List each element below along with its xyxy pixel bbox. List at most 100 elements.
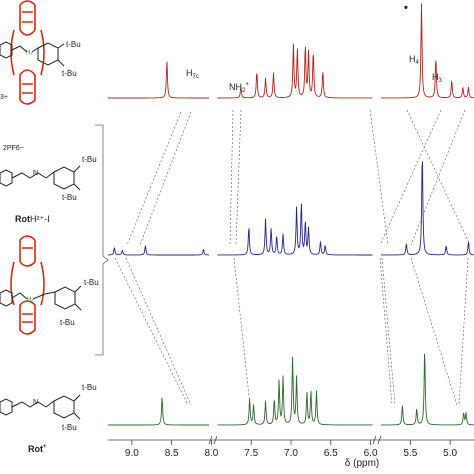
spectrum-trace-3 <box>108 353 474 426</box>
macrocycle-top <box>19 235 36 267</box>
x-tick-label: 6.0 <box>364 448 378 459</box>
annotation-nh2-main: NH <box>229 82 242 92</box>
annotation-nh2: NH2+ <box>229 82 249 94</box>
benzene-ring-left <box>0 41 13 59</box>
structure-panel-3: H₂ t-Bu t-Bu <box>0 235 99 335</box>
spectrum-trace-2 <box>108 161 474 256</box>
chain <box>11 45 28 53</box>
tbu-label: t-Bu <box>84 278 99 287</box>
axle-top <box>0 41 65 67</box>
compound-name-rot: Rot+ <box>28 444 47 454</box>
annotation-nh2-sup: + <box>245 82 249 88</box>
x-tick-label: 9.0 <box>125 448 139 459</box>
annotation-dot: • <box>404 2 408 14</box>
macrocycle-linker <box>10 261 45 306</box>
benzene-ring-left <box>0 169 13 187</box>
annotation-h3-sub: 3 <box>439 78 443 84</box>
spectrum-trace-1 <box>108 3 474 99</box>
annotation-h4-sub: 4 <box>416 60 420 66</box>
chain <box>31 43 65 67</box>
correlation-line <box>406 109 471 246</box>
x-tick-label: 6.5 <box>324 448 338 459</box>
chain <box>11 172 47 179</box>
crown-ether-macrocycle <box>10 0 45 105</box>
chain <box>45 394 81 420</box>
crown-ether-macrocycle <box>10 235 45 335</box>
axis-break-mark <box>372 435 382 445</box>
correlation-line <box>379 109 442 246</box>
structure-panel-bottom: N t-Bu t-Bu Rot+ <box>0 383 97 454</box>
annotation-h4-main: H <box>409 54 416 64</box>
tbu-label: t-Bu <box>82 155 97 164</box>
benzene-ring-right <box>54 286 76 310</box>
chain <box>32 285 82 311</box>
ppm-axis: 9.0 8.5 8.0 7.5 7.0 6.5 6.0 5.5 5.0 <box>108 435 474 459</box>
compound-name-rot-sup: + <box>43 444 47 450</box>
correlation-line <box>126 111 182 246</box>
correlation-line <box>410 257 458 406</box>
axle-threaded <box>0 285 82 311</box>
benzene-ring-right <box>53 166 75 190</box>
axle-rot <box>0 394 81 420</box>
benzene-ring-right <box>53 395 75 419</box>
axle-free <box>0 165 81 191</box>
x-tick-label: 7.5 <box>244 448 258 459</box>
tbu-label: t-Bu <box>82 383 97 392</box>
benzene-ring-left <box>0 398 13 416</box>
x-tick-label: 8.0 <box>204 448 218 459</box>
correlation-line <box>381 257 396 406</box>
annotation-h7c-main: H <box>186 68 193 78</box>
correlation-line <box>125 257 192 406</box>
annotation-h7c: H7c <box>186 68 199 80</box>
correlation-line <box>379 257 393 406</box>
structure-panel-2: 2PF6− N t-Bu t-Bu RotH²⁺-I <box>0 145 97 224</box>
nh2-plus-label: H₂ <box>26 50 33 56</box>
benzene-ring-left <box>0 289 13 307</box>
axis-break-mark <box>208 435 218 445</box>
nh-label: N <box>33 170 38 177</box>
correlation-line <box>114 257 189 406</box>
bracket <box>95 124 109 356</box>
macrocycle-top <box>19 0 36 36</box>
annotation-nh2-sub: 2 <box>242 88 246 94</box>
annotation-h4: H4 <box>409 54 420 66</box>
correlation-line <box>233 257 251 406</box>
charge-label-3plus: 3+ <box>0 94 8 101</box>
nh2-plus-label: H₂ <box>27 297 34 303</box>
spectra <box>108 3 474 426</box>
tbu-label: t-Bu <box>66 40 81 49</box>
macrocycle-bottom <box>19 300 36 335</box>
chain <box>11 292 28 300</box>
tbu-label: t-Bu <box>62 69 77 78</box>
x-tick-label: 5.5 <box>403 448 417 459</box>
macrocycle-bottom <box>19 69 36 105</box>
counterion-label: 2PF6− <box>3 145 24 152</box>
benzene-ring-right <box>37 42 59 66</box>
annotation-h3: H3 <box>432 72 443 84</box>
nh-label: N <box>33 399 38 406</box>
x-tick-label: 5.0 <box>443 448 457 459</box>
structure-panel-top: H₂ t-Bu t-Bu 3+ <box>0 0 81 105</box>
chain <box>45 165 81 191</box>
correlation-lines <box>114 109 471 406</box>
x-axis-label: δ (ppm) <box>345 458 379 469</box>
tbu-label: t-Bu <box>62 193 77 202</box>
annotation-h7c-sub: 7c <box>193 74 199 80</box>
compound-name-roth2-rest: H²⁺-I <box>30 214 50 224</box>
chain <box>11 401 47 408</box>
compound-name-roth2: RotH²⁺-I <box>15 214 50 224</box>
correlation-line <box>458 257 469 406</box>
x-tick-label: 7.0 <box>284 448 298 459</box>
correlation-line <box>410 109 466 246</box>
correlation-line <box>369 109 389 246</box>
compound-name-rot-main: Rot <box>28 444 43 454</box>
x-tick-label: 8.5 <box>165 448 179 459</box>
macrocycle-linker <box>10 29 45 76</box>
compound-name-roth2-main: Rot <box>15 214 30 224</box>
correlation-line <box>229 109 234 246</box>
correlation-line <box>235 109 242 246</box>
tbu-label: t-Bu <box>60 318 75 327</box>
annotation-h3-main: H <box>432 72 439 82</box>
peak-annotations: H7c NH2+ H4 H3 • <box>186 2 443 94</box>
